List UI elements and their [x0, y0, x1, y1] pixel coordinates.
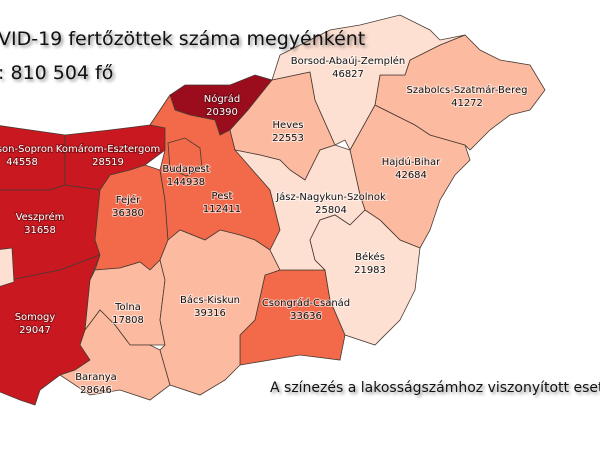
- county-case-count: 144938: [167, 177, 205, 188]
- coloring-note: A színezés a lakosságszámhoz viszonyítot…: [270, 380, 600, 396]
- county-case-count: 29047: [19, 325, 51, 336]
- county-name-label: Bács-Kiskun: [180, 294, 240, 306]
- county-case-count: 21983: [354, 265, 386, 276]
- county-case-count: 28519: [92, 157, 124, 168]
- county-zala: [0, 247, 15, 287]
- county-baranya: [59, 309, 171, 401]
- county-name-label: oson-Sopron: [0, 144, 53, 155]
- county-case-count: 20390: [206, 107, 238, 118]
- county-name-label: Baranya: [75, 372, 117, 383]
- county-bacs-kiskun: [159, 229, 281, 396]
- county-case-count: 28646: [80, 385, 112, 396]
- county-case-count: 31658: [24, 225, 56, 236]
- county-case-count: 22553: [272, 133, 304, 144]
- county-name-label: Komárom-Esztergom: [56, 143, 160, 155]
- county-name-label: Budapest: [162, 164, 209, 175]
- county-name-label: Heves: [273, 120, 304, 131]
- county-name-label: Hajdú-Bihar: [382, 156, 441, 168]
- county-case-count: 41272: [451, 98, 483, 109]
- county-borsod-abauj-zemplen: [271, 14, 466, 151]
- county-name-label: Fejér: [116, 194, 141, 206]
- county-name-label: Szabolcs-Szatmár-Bereg: [407, 84, 528, 96]
- county-name-label: Jász-Nagykun-Szolnok: [275, 191, 386, 203]
- county-case-count: 112411: [203, 204, 241, 215]
- total-cases: : 810 504 fő: [0, 62, 114, 84]
- county-case-count: 36380: [112, 208, 144, 219]
- county-name-label: Veszprém: [16, 211, 65, 223]
- county-name-label: Borsod-Abaúj-Zemplén: [291, 55, 406, 67]
- county-budapest: [167, 137, 203, 177]
- county-name-label: Somogy: [15, 312, 56, 323]
- county-case-count: 17808: [112, 315, 144, 326]
- county-name-label: Tolna: [114, 302, 141, 313]
- county-bekes: [309, 209, 421, 346]
- county-case-count: 44558: [6, 157, 38, 168]
- county-case-count: 42684: [395, 170, 427, 181]
- map-title: VID-19 fertőzöttek száma megyénként: [0, 28, 366, 50]
- county-case-count: 25804: [315, 205, 347, 216]
- county-name-label: Békés: [355, 251, 385, 263]
- county-case-count: 46827: [332, 69, 364, 80]
- county-case-count: 39316: [194, 308, 226, 319]
- county-name-label: Csongrád-Csanád: [262, 297, 350, 309]
- county-case-count: 33636: [290, 311, 322, 322]
- county-name-label: Pest: [212, 191, 233, 202]
- county-name-label: Nógrád: [204, 93, 241, 105]
